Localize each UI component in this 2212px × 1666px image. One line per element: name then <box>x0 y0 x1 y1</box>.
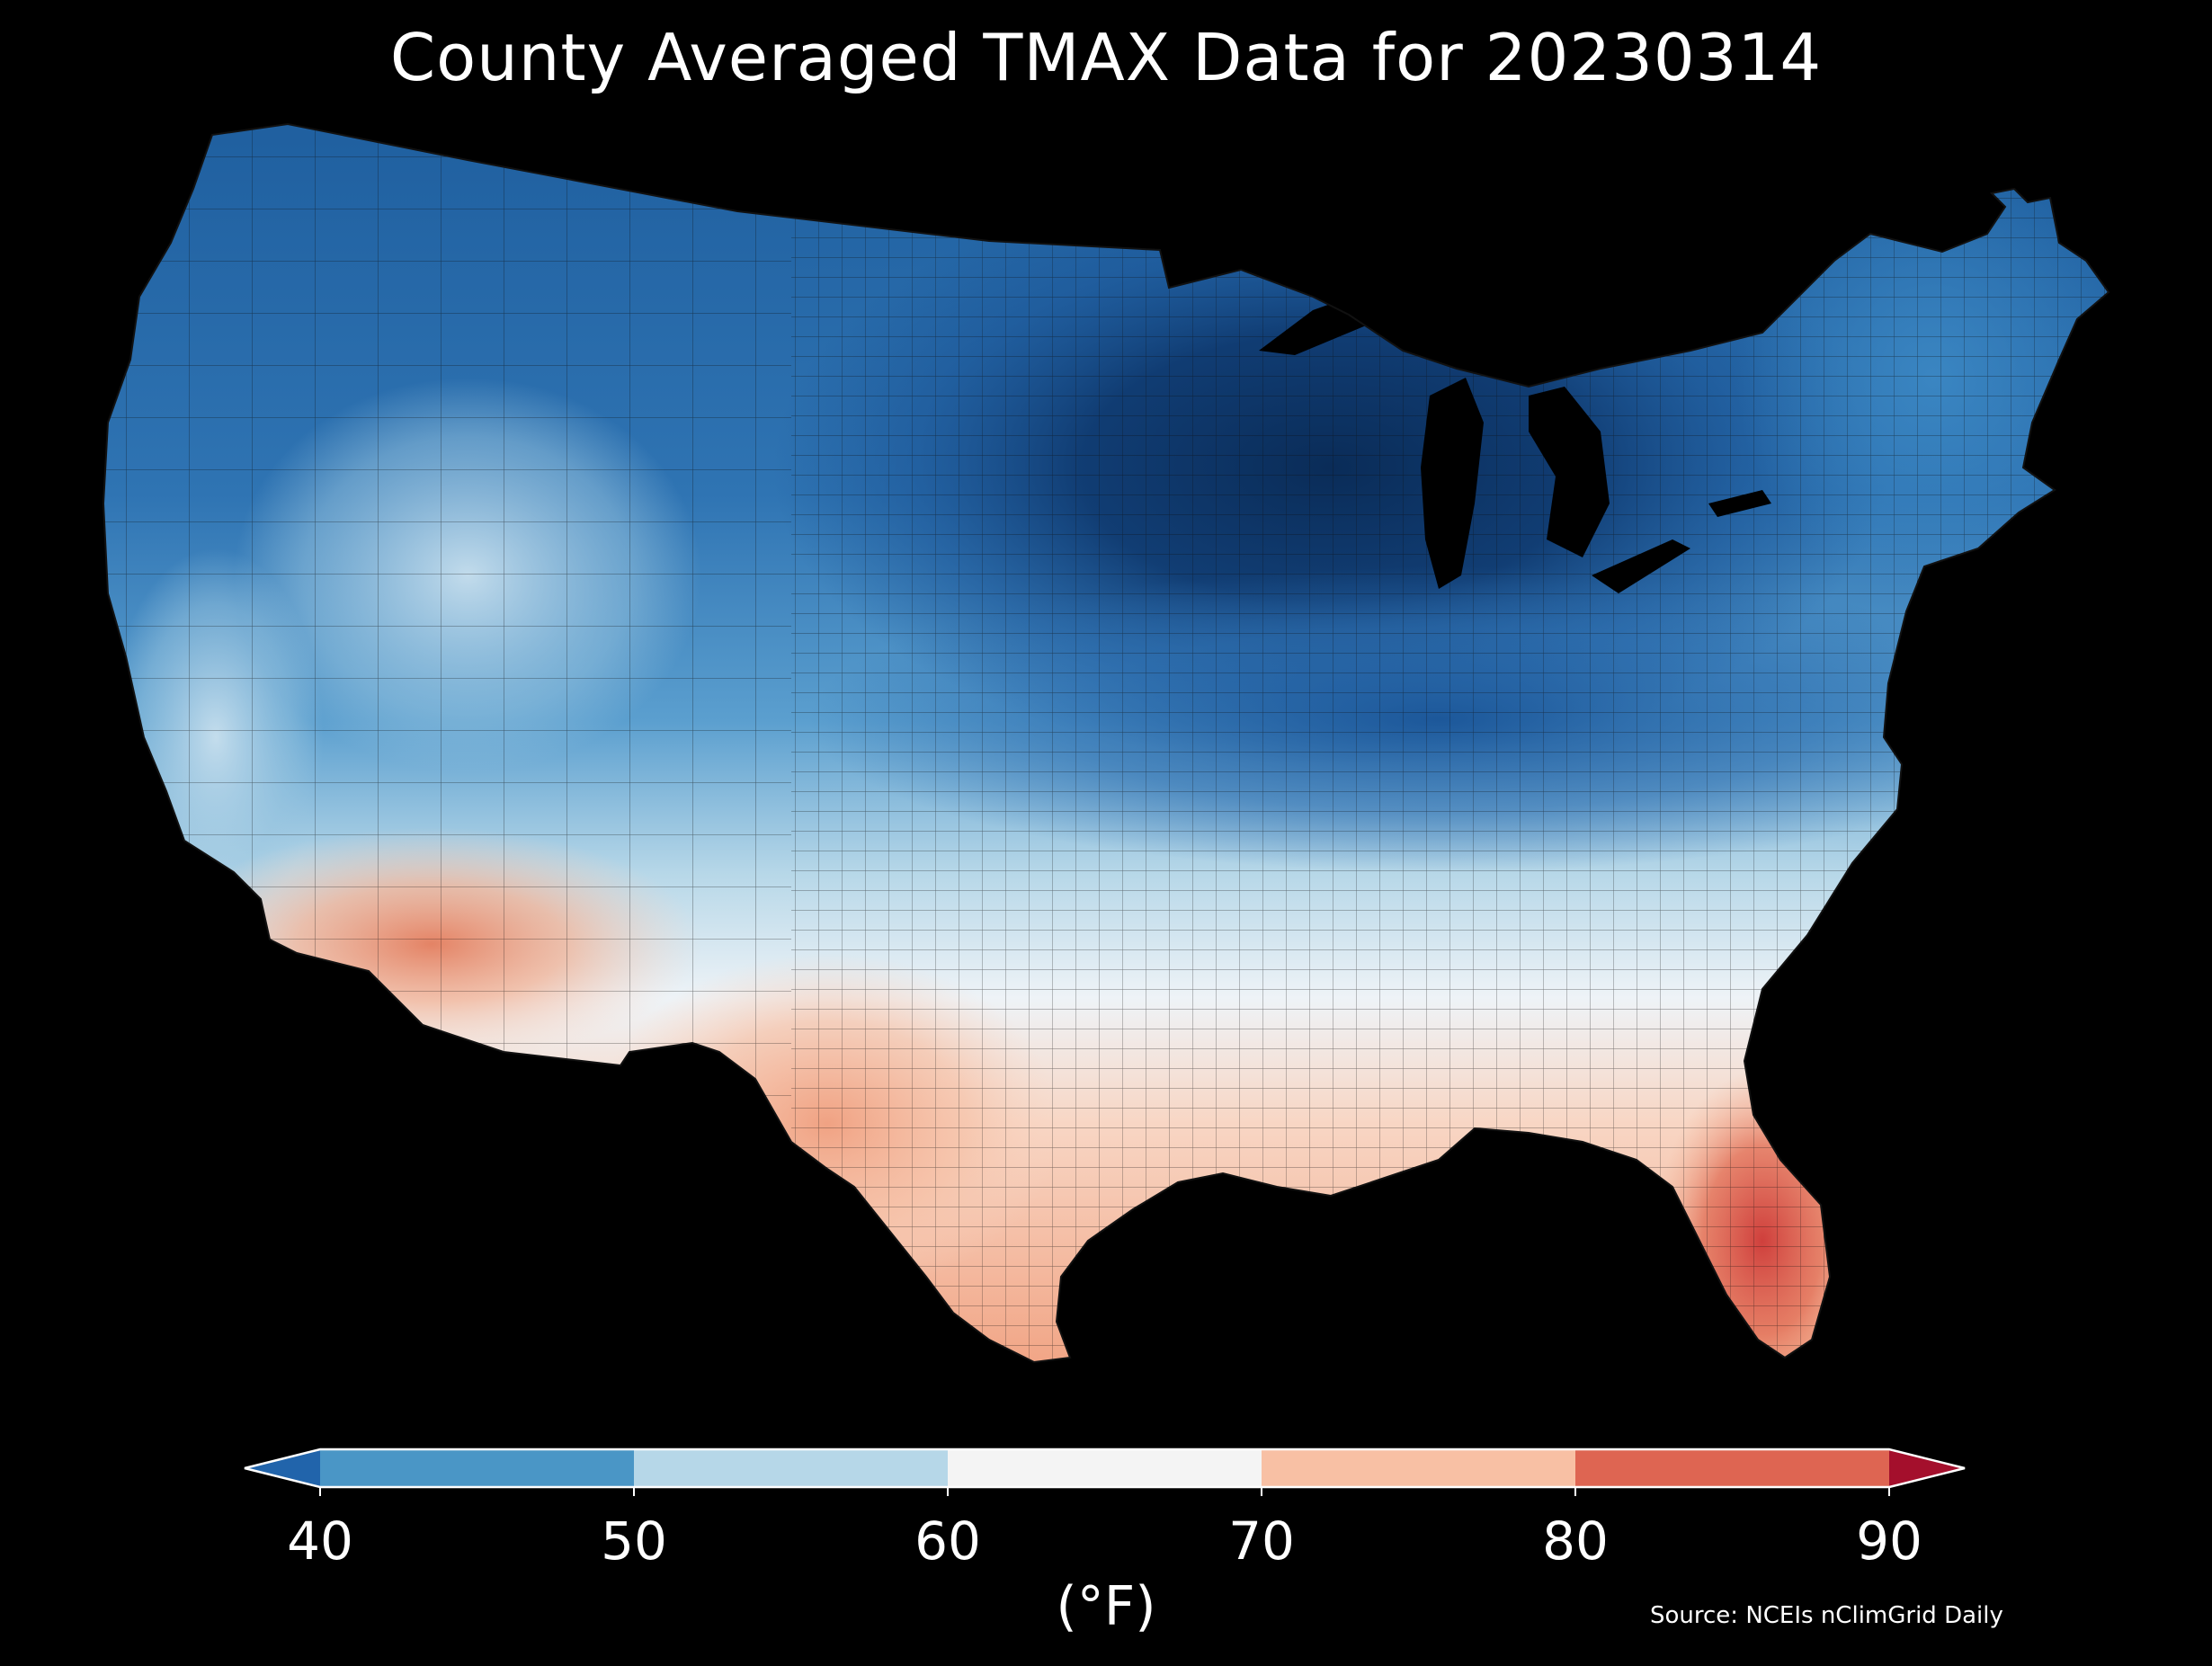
colorbar-bin-60-70 <box>948 1449 1262 1487</box>
lake-erie <box>1592 539 1690 593</box>
county-borders-west <box>103 124 791 1106</box>
great-lakes <box>1259 279 1771 593</box>
colorbar-tick-50: 50 <box>601 1510 667 1572</box>
lake-huron <box>1529 387 1610 557</box>
lake-ontario <box>1708 490 1771 517</box>
colorbar-tick-80: 80 <box>1542 1510 1609 1572</box>
colorbar-tick-40: 40 <box>287 1510 353 1572</box>
colorbar-tick-70: 70 <box>1228 1510 1295 1572</box>
temperature-field <box>103 124 2109 1362</box>
lake-superior <box>1259 279 1421 355</box>
colorbar-bin-40-50 <box>320 1449 634 1487</box>
colorbar-under-arrow <box>245 1449 320 1487</box>
colorbar-bin-50-60 <box>634 1449 948 1487</box>
colorbar-units-label: (°F) <box>1056 1575 1156 1638</box>
lake-michigan <box>1421 378 1484 589</box>
colorbar-bin-80-90 <box>1575 1449 1889 1487</box>
county-borders-east <box>791 124 2109 1362</box>
colorbar-tick-60: 60 <box>914 1510 981 1572</box>
colorbar-tick-90: 90 <box>1856 1510 1922 1572</box>
map-title: County Averaged TMAX Data for 20230314 <box>389 20 1823 95</box>
colorbar-over-arrow <box>1889 1449 1965 1487</box>
colorbar <box>244 1448 1966 1496</box>
source-attribution: Source: NCEIs nClimGrid Daily <box>1650 1602 2003 1629</box>
colorbar-bin-70-80 <box>1262 1449 1575 1487</box>
